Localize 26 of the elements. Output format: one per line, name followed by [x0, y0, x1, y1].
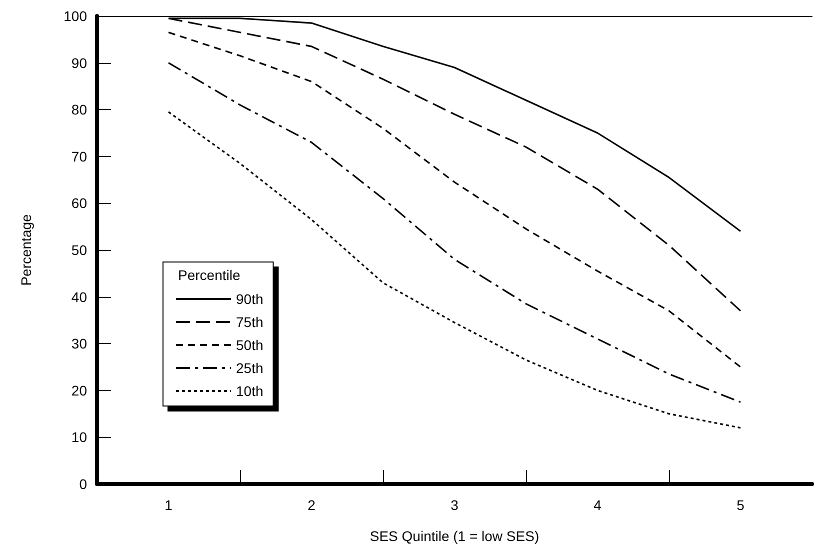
x-tick-label: 5 — [736, 497, 745, 513]
x-tick-label: 3 — [450, 497, 459, 513]
y-tick-label: 0 — [79, 476, 88, 492]
x-tick-label: 4 — [594, 497, 602, 513]
legend-label: 10th — [236, 383, 264, 399]
x-tick-label: 2 — [308, 497, 316, 513]
y-tick-label: 80 — [71, 102, 88, 118]
y-tick-label: 90 — [71, 54, 88, 71]
y-tick-label: 40 — [71, 288, 88, 305]
y-tick-label: 30 — [71, 336, 88, 352]
y-tick-label: 10 — [71, 429, 88, 446]
line-series — [168, 62, 742, 403]
line-series — [168, 111, 742, 429]
y-tick-label: 50 — [71, 242, 88, 258]
legend-label: 75th — [236, 314, 264, 330]
y-tick-label: 20 — [71, 382, 88, 398]
x-axis-title: SES Quintile (1 = low SES) — [370, 528, 540, 544]
y-axis-title: Percentage — [18, 214, 34, 286]
y-tick-label: 100 — [64, 8, 88, 24]
legend-title: Percentile — [178, 267, 240, 283]
legend-label: 50th — [236, 337, 264, 353]
legend-label: 25th — [236, 360, 264, 376]
y-tick-label: 60 — [71, 195, 88, 212]
y-tick-label: 70 — [71, 148, 88, 164]
legend-label: 90th — [236, 291, 264, 307]
x-tick-label: 1 — [164, 497, 173, 513]
